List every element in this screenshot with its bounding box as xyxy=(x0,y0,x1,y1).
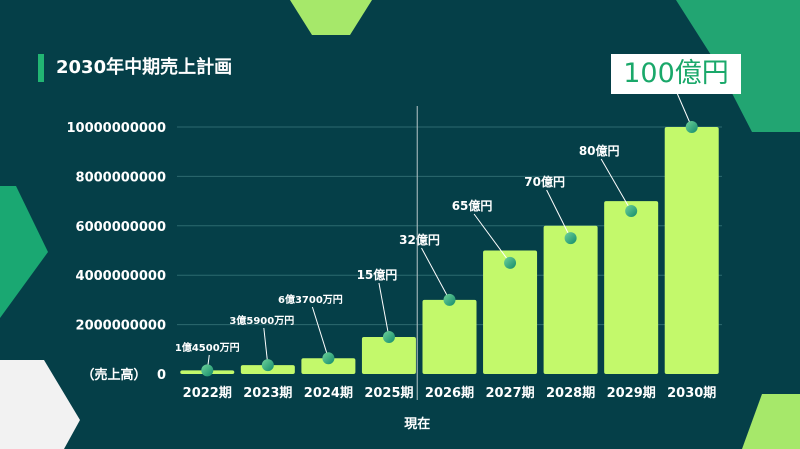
leader-lines xyxy=(206,92,693,371)
data-label: 15億円 xyxy=(357,267,398,282)
data-label: 6億3700万円 xyxy=(278,293,343,306)
leader-line xyxy=(546,189,572,239)
marker xyxy=(382,330,395,343)
bar xyxy=(543,225,598,374)
bars xyxy=(180,127,719,374)
y-tick-label: 4000000000 xyxy=(76,269,166,284)
marker xyxy=(201,364,214,377)
decor-hexagon-bottom-left xyxy=(0,360,80,449)
leader-line xyxy=(263,327,269,366)
leader-line xyxy=(311,306,329,359)
x-tick-label: 2022期 xyxy=(183,386,232,401)
x-tick-label: 2029期 xyxy=(607,386,656,401)
decor-hexagon-left xyxy=(0,186,48,318)
leader-line xyxy=(473,213,511,264)
data-labels: 1億4500万円 3億5900万円 6億3700万円 15億円 32億円 65億円 70億円… xyxy=(175,143,620,354)
leader-line xyxy=(421,247,450,301)
highlight-callout: 100億円 xyxy=(611,54,741,94)
bar xyxy=(301,358,356,374)
x-tick-label: 2024期 xyxy=(304,386,353,401)
x-tick-label: 2025期 xyxy=(364,386,413,401)
marker xyxy=(443,293,456,306)
marker xyxy=(625,204,638,217)
data-label: 1億4500万円 xyxy=(175,341,240,354)
decor-hexagon-bottom-right xyxy=(742,394,800,449)
x-tick-label: 2028期 xyxy=(546,386,595,401)
data-label: 70億円 xyxy=(524,174,565,189)
bar xyxy=(361,336,416,374)
bar xyxy=(422,299,477,374)
y-axis-label: （売上高） xyxy=(81,367,146,383)
marker xyxy=(322,352,335,365)
leader-line xyxy=(676,92,693,128)
y-tick-label: 2000000000 xyxy=(76,319,166,334)
y-tick-label: 0 xyxy=(157,368,166,383)
x-tick-label: 2023期 xyxy=(243,386,292,401)
leader-line xyxy=(600,158,632,212)
marker xyxy=(504,256,517,269)
y-tick-label: 6000000000 xyxy=(76,220,166,235)
decor-hexagon-top xyxy=(290,0,372,35)
marker xyxy=(564,232,577,245)
x-tick-label: 2026期 xyxy=(425,386,474,401)
markers xyxy=(201,121,698,377)
marker xyxy=(685,121,698,133)
highlight-callout-text: 100億円 xyxy=(623,58,729,89)
x-tick-label: 2027期 xyxy=(485,386,534,401)
leader-line xyxy=(378,282,390,338)
data-label: 65億円 xyxy=(452,198,493,213)
data-label: 80億円 xyxy=(579,143,620,158)
x-tick-labels: 2022期 2023期 2024期 2025期 2026期 2027期 2028期 2029期… xyxy=(183,386,717,401)
title-accent-bar xyxy=(38,54,44,82)
bar xyxy=(664,127,719,374)
bar xyxy=(604,201,659,374)
slide-title: 2030年中期売上計画 xyxy=(56,57,233,78)
y-tick-labels: 0 2000000000 4000000000 6000000000 800000000… xyxy=(67,121,167,383)
y-tick-label: 10000000000 xyxy=(67,121,167,136)
y-tick-label: 8000000000 xyxy=(76,170,166,185)
marker xyxy=(261,359,274,372)
data-label: 3億5900万円 xyxy=(229,314,294,327)
current-divider-label: 現在 xyxy=(404,416,430,432)
x-tick-label: 2030期 xyxy=(667,386,716,401)
data-label: 32億円 xyxy=(399,232,440,247)
bar xyxy=(483,250,538,374)
